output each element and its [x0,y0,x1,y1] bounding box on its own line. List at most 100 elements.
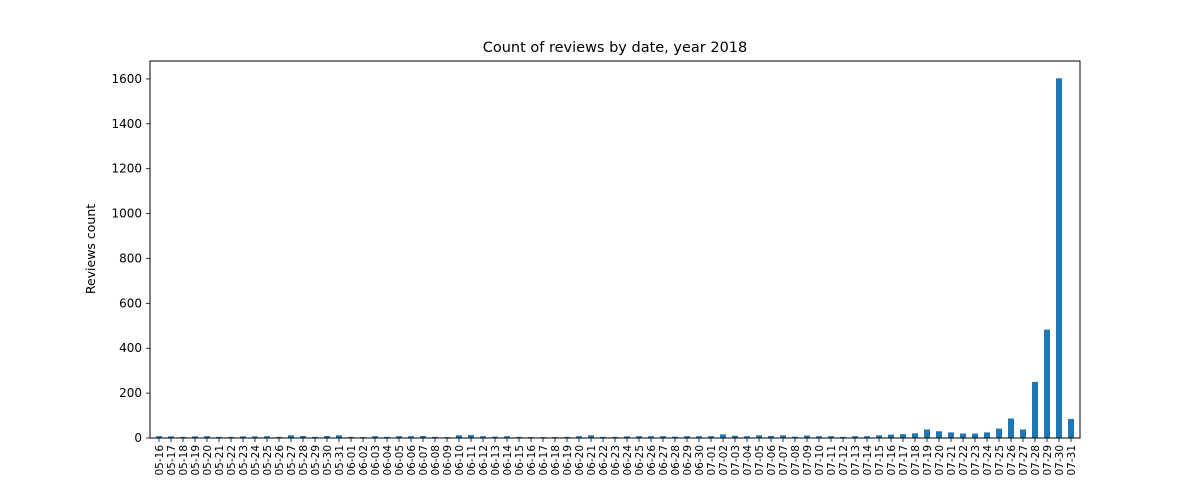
x-tick-label: 05-27 [286,445,298,476]
x-tick-label: 07-10 [814,445,826,476]
bar [696,436,702,438]
bar [156,436,162,438]
x-tick-label: 07-16 [886,445,898,476]
x-tick-label: 07-18 [910,445,922,476]
bar [996,428,1002,438]
bar [1044,329,1050,438]
x-tick-label: 06-09 [442,445,454,476]
bar [852,436,858,438]
bar [684,436,690,438]
bar [492,436,498,438]
y-tick-label: 600 [119,296,142,310]
x-tick-label: 06-20 [574,445,586,476]
bar [732,435,738,438]
bar [168,436,174,438]
x-tick-label: 07-03 [730,445,742,476]
bar [192,436,198,438]
x-tick-label: 06-12 [478,445,490,476]
bar [180,436,186,438]
bar [300,435,306,438]
bar [876,435,882,438]
bar [768,435,774,438]
x-tick-label: 07-01 [706,445,718,476]
x-tick-label: 06-28 [670,445,682,476]
bar [204,436,210,438]
x-tick-label: 07-15 [874,445,886,476]
bar [924,429,930,438]
x-tick-label: 06-13 [490,445,502,476]
bar [396,436,402,438]
x-tick-label: 06-30 [694,445,706,476]
x-tick-label: 06-06 [406,445,418,476]
bar [432,436,438,438]
y-tick-label: 1400 [111,117,142,131]
bar [936,431,942,438]
x-tick-label: 07-11 [826,445,838,476]
bar [600,436,606,438]
y-tick-label: 800 [119,251,142,265]
x-tick-label: 05-30 [322,445,334,476]
bar [792,436,798,438]
bar [672,436,678,438]
bar [900,434,906,438]
bar [348,436,354,438]
bar [288,435,294,438]
bar [984,432,990,438]
bar [336,435,342,438]
bar [372,436,378,438]
x-tick-label: 05-24 [250,445,262,476]
x-axis: 05-16 05-17 05-18 05-19 05-20 05-21 05-22 05-23… [154,438,1078,476]
x-tick-label: 07-30 [1054,445,1066,476]
x-tick-label: 06-15 [514,445,526,476]
x-tick-label: 06-25 [634,445,646,476]
chart-title: Count of reviews by date, year 2018 [483,40,748,56]
bar [720,434,726,438]
x-tick-label: 07-14 [862,445,874,476]
x-tick-label: 06-01 [346,445,358,476]
x-tick-label: 07-25 [994,445,1006,476]
x-tick-label: 07-07 [778,445,790,476]
x-tick-label: 07-27 [1018,445,1030,476]
bar [864,436,870,438]
bar [216,436,222,438]
bar [816,436,822,438]
y-tick-label: 0 [134,431,142,445]
x-tick-label: 06-16 [526,445,538,476]
x-tick-label: 05-17 [166,445,178,476]
x-tick-label: 07-06 [766,445,778,476]
x-tick-label: 07-22 [958,445,970,476]
bar [780,435,786,438]
x-tick-label: 07-13 [850,445,862,476]
bar [912,433,918,438]
x-tick-label: 07-09 [802,445,814,476]
bar [612,436,618,438]
bar [972,433,978,438]
x-tick-label: 07-24 [982,445,994,476]
x-tick-label: 06-22 [598,445,610,476]
x-tick-label: 05-19 [190,445,202,476]
bar [804,435,810,438]
bar [1032,381,1038,438]
x-tick-label: 05-31 [334,445,346,476]
x-tick-label: 05-21 [214,445,226,476]
x-tick-label: 06-18 [550,445,562,476]
y-axis-label: Reviews count [83,204,98,294]
x-tick-label: 07-05 [754,445,766,476]
bar [708,436,714,438]
bar [840,436,846,438]
bar [660,436,666,438]
x-tick-label: 07-17 [898,445,910,476]
bar [828,436,834,438]
x-tick-label: 06-26 [646,445,658,476]
x-tick-label: 07-31 [1066,445,1078,476]
x-tick-label: 06-23 [610,445,622,476]
x-tick-label: 06-04 [382,445,394,476]
bar [264,436,270,438]
x-tick-label: 05-22 [226,445,238,476]
x-tick-label: 05-25 [262,445,274,476]
bar [408,436,414,438]
bar [312,436,318,438]
bar [420,435,426,438]
bar [384,436,390,438]
